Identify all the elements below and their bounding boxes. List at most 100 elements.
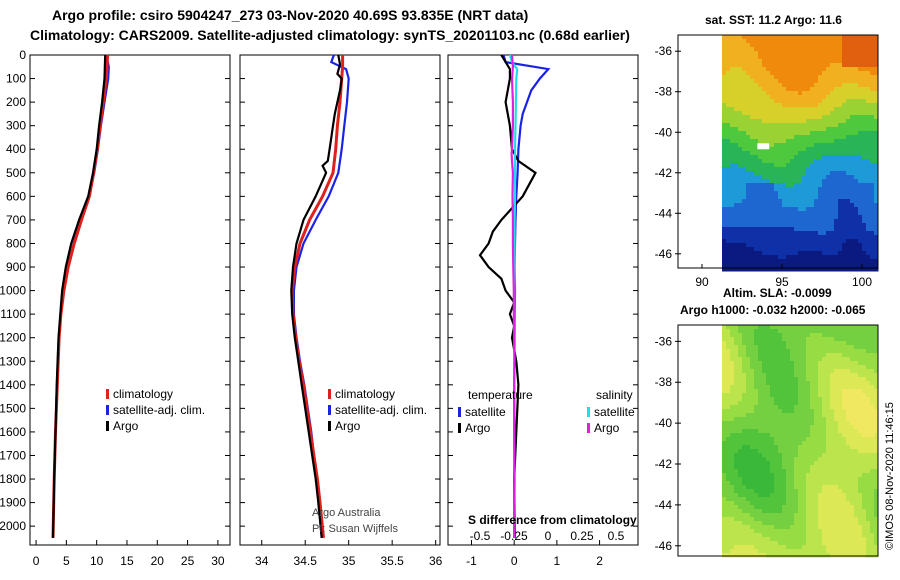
map-cell bbox=[734, 361, 739, 366]
map-cell bbox=[802, 135, 807, 140]
map-cell bbox=[730, 239, 735, 244]
map-cell bbox=[830, 175, 835, 180]
map-cell bbox=[754, 437, 759, 442]
map-cell bbox=[766, 91, 771, 96]
map-cell bbox=[854, 541, 859, 546]
map-cell bbox=[862, 533, 867, 538]
map-cell bbox=[770, 397, 775, 402]
map-cell bbox=[818, 183, 823, 188]
map-cell bbox=[814, 325, 819, 330]
map-cell bbox=[786, 151, 791, 156]
map-cell bbox=[766, 521, 771, 526]
map-cell bbox=[814, 207, 819, 212]
map-cell bbox=[798, 409, 803, 414]
map-cell bbox=[730, 67, 735, 72]
map-cell bbox=[790, 429, 795, 434]
map-cell bbox=[758, 541, 763, 546]
map-cell bbox=[854, 79, 859, 84]
map-cell bbox=[742, 421, 747, 426]
map-cell bbox=[862, 139, 867, 144]
map-cell bbox=[818, 425, 823, 430]
map-cell bbox=[838, 43, 843, 48]
map-cell bbox=[874, 51, 879, 56]
map-cell bbox=[798, 167, 803, 172]
map-cell bbox=[766, 353, 771, 358]
map-cell bbox=[822, 517, 827, 522]
map-cell bbox=[774, 71, 779, 76]
map-cell bbox=[770, 345, 775, 350]
map-cell bbox=[814, 397, 819, 402]
map-cell bbox=[754, 389, 759, 394]
map-cell bbox=[826, 135, 831, 140]
map-cell bbox=[806, 481, 811, 486]
map-cell bbox=[778, 481, 783, 486]
map-cell bbox=[722, 47, 727, 52]
map-cell bbox=[874, 397, 879, 402]
map-cell bbox=[802, 35, 807, 40]
map-cell bbox=[750, 509, 755, 514]
map-cell bbox=[850, 67, 855, 72]
map-cell bbox=[770, 43, 775, 48]
map-cell bbox=[802, 469, 807, 474]
map-cell bbox=[726, 63, 731, 68]
map-cell bbox=[822, 91, 827, 96]
map-cell bbox=[790, 47, 795, 52]
map-cell bbox=[782, 413, 787, 418]
map-cell bbox=[786, 397, 791, 402]
map-cell bbox=[746, 497, 751, 502]
map-cell bbox=[834, 203, 839, 208]
map-cell bbox=[758, 239, 763, 244]
map-cell bbox=[746, 449, 751, 454]
map-cell bbox=[762, 325, 767, 330]
map-cell bbox=[782, 465, 787, 470]
map-cell bbox=[802, 353, 807, 358]
map-cell bbox=[810, 35, 815, 40]
map-cell bbox=[870, 361, 875, 366]
series-line-t-argo bbox=[478, 54, 537, 538]
map-cell bbox=[862, 95, 867, 100]
map-cell bbox=[722, 163, 727, 168]
map-cell bbox=[822, 361, 827, 366]
map-cell bbox=[802, 553, 807, 558]
map-cell bbox=[826, 227, 831, 232]
map-cell bbox=[786, 445, 791, 450]
map-cell bbox=[726, 223, 731, 228]
map-cell bbox=[826, 529, 831, 534]
map-cell bbox=[874, 453, 879, 458]
map-cell bbox=[742, 135, 747, 140]
map-cell bbox=[854, 183, 859, 188]
map-cell bbox=[730, 191, 735, 196]
map-cell bbox=[842, 139, 847, 144]
map-cell bbox=[746, 131, 751, 136]
map-cell bbox=[802, 203, 807, 208]
map-cell bbox=[734, 55, 739, 60]
map-cell bbox=[786, 231, 791, 236]
map-cell bbox=[738, 51, 743, 56]
map-cell bbox=[766, 179, 771, 184]
map-cell bbox=[786, 365, 791, 370]
map-cell bbox=[774, 401, 779, 406]
y-tick-label: 500 bbox=[6, 166, 26, 180]
map-cell bbox=[830, 409, 835, 414]
map-cell bbox=[814, 389, 819, 394]
map-cell bbox=[842, 95, 847, 100]
map-cell bbox=[806, 127, 811, 132]
map-cell bbox=[850, 207, 855, 212]
map-cell bbox=[862, 453, 867, 458]
map-cell bbox=[762, 489, 767, 494]
map-cell bbox=[806, 405, 811, 410]
map-cell bbox=[802, 159, 807, 164]
map-cell bbox=[838, 541, 843, 546]
map-cell bbox=[870, 521, 875, 526]
map-cell bbox=[822, 521, 827, 526]
map-cell bbox=[830, 497, 835, 502]
map-cell bbox=[814, 481, 819, 486]
map-cell bbox=[746, 517, 751, 522]
map-cell bbox=[734, 521, 739, 526]
map-cell bbox=[874, 525, 879, 530]
map-cell bbox=[786, 47, 791, 52]
map-cell bbox=[786, 405, 791, 410]
map-cell bbox=[802, 489, 807, 494]
map-cell bbox=[750, 107, 755, 112]
map-cell bbox=[790, 263, 795, 268]
